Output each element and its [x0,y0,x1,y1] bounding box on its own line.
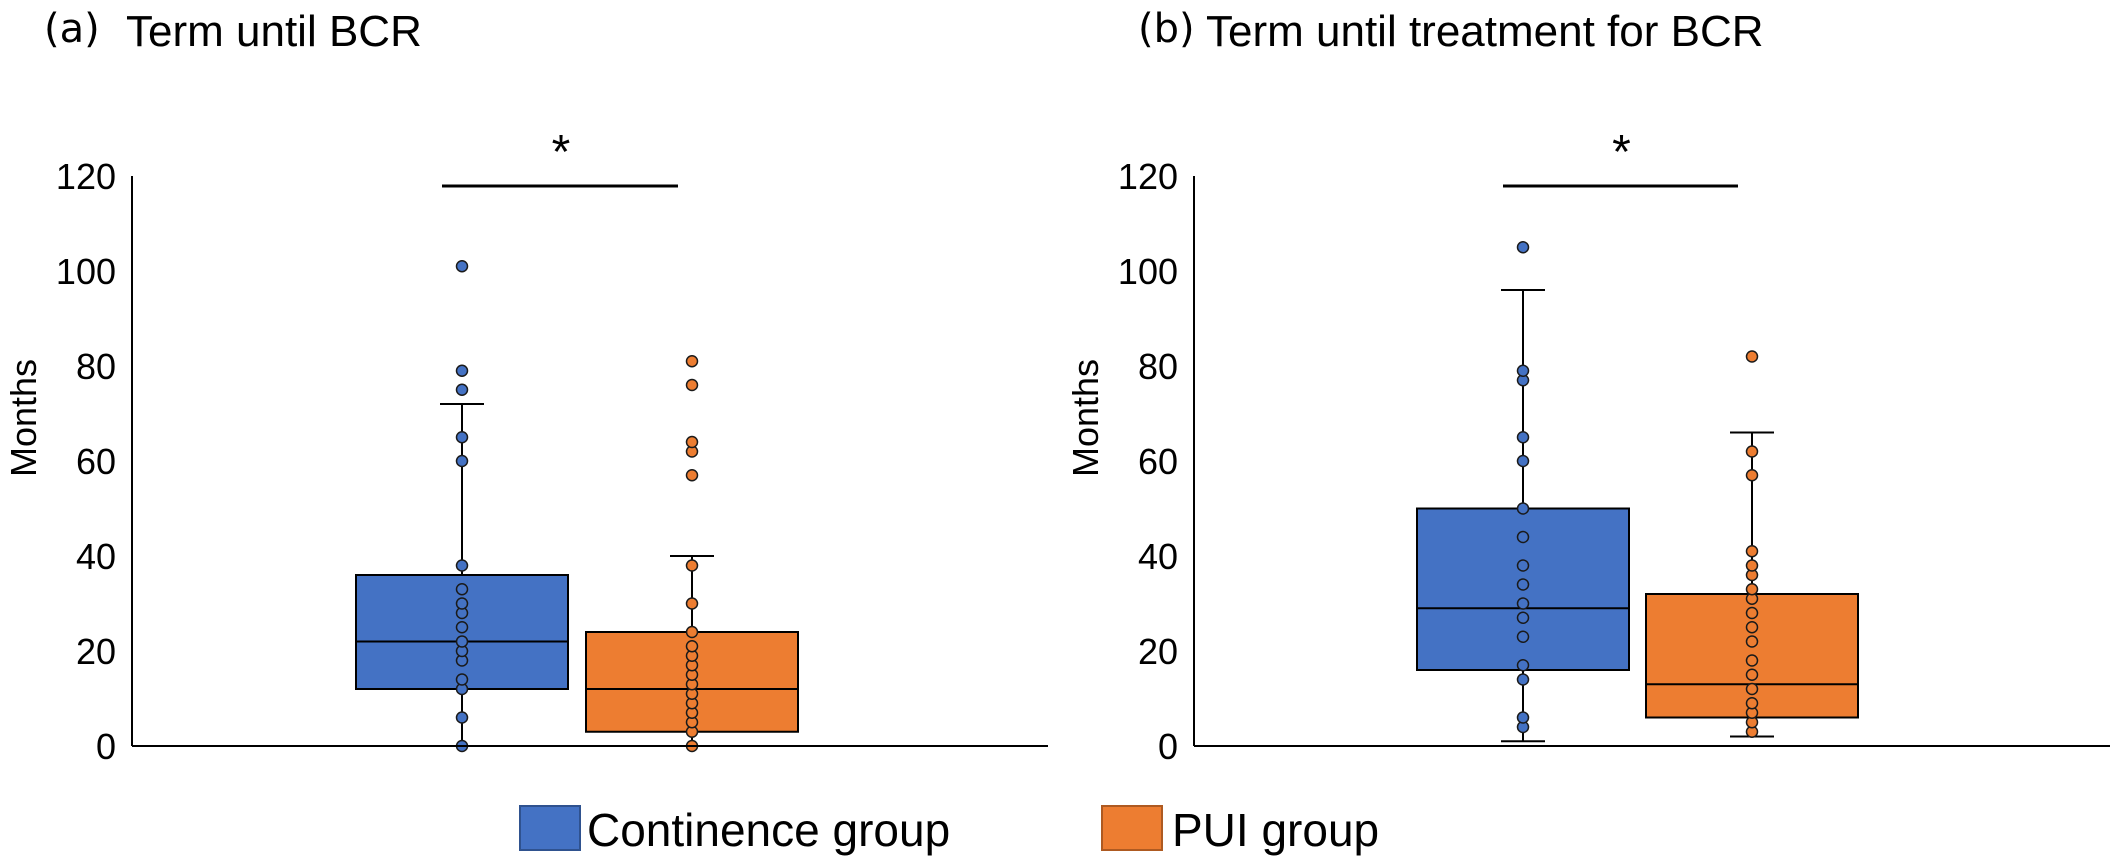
y-tick-label: 0 [96,726,116,767]
panel-a-y-axis-label: Months [3,359,44,477]
data-point [1516,711,1530,724]
data-point [685,378,699,392]
data-point [685,435,699,449]
y-tick-label: 0 [1158,726,1178,767]
data-point [1516,673,1530,686]
y-tick-label: 60 [1138,441,1178,482]
panel-b: (b) Term until treatment for BCR Months … [1065,6,2110,767]
data-point [455,364,469,377]
y-tick-label: 100 [1118,251,1178,292]
y-tick-label: 120 [1118,156,1178,197]
data-point [455,635,469,648]
data-point [685,597,699,610]
data-point [455,621,469,634]
legend-label-pui: PUI group [1172,804,1379,856]
data-point [1516,530,1530,544]
data-point [1745,654,1759,667]
y-tick-label: 20 [1138,631,1178,672]
panel-b-title: Term until treatment for BCR [1206,7,1764,56]
legend: Continence group PUI group [519,804,1379,856]
panel-b-significance-star: * [1612,126,1631,179]
data-point [1745,682,1759,696]
data-point [1516,597,1530,610]
panel-a-y-ticks: 0 20 40 60 80 100 120 [56,156,116,767]
data-point [1745,621,1759,634]
y-tick-label: 80 [1138,346,1178,387]
y-tick-label: 20 [76,631,116,672]
data-point [1745,583,1759,596]
data-point [1516,659,1530,672]
data-point [1516,502,1530,515]
box-continence [1416,241,1630,743]
data-point [1516,454,1530,468]
legend-label-continence: Continence group [587,804,950,856]
y-tick-label: 40 [1138,536,1178,577]
y-tick-label: 100 [56,251,116,292]
data-point [1516,241,1530,254]
data-point [455,597,469,610]
data-point [455,383,469,396]
data-point [685,469,699,482]
data-point [1745,606,1759,620]
panel-a-letter: (a) [44,6,100,52]
y-tick-label: 60 [76,441,116,482]
panel-b-y-ticks: 0 20 40 60 80 100 120 [1118,156,1178,767]
data-point [685,640,699,653]
data-point [1745,635,1759,648]
data-point [1745,697,1759,710]
box-pui [1645,350,1859,738]
panel-a-significance-star: * [552,126,571,179]
panel-a-title: Term until BCR [126,7,422,56]
data-point [1516,559,1530,572]
data-point [455,673,469,686]
data-point [455,583,469,596]
data-point [1745,350,1759,363]
data-point [685,559,699,572]
data-point [1745,445,1759,458]
data-point [1516,611,1530,624]
data-point [1516,364,1530,377]
panel-a-boxes [355,260,799,753]
data-point [1745,469,1759,482]
data-point [455,559,469,572]
legend-swatch-continence [519,805,581,851]
data-point [685,625,699,639]
box-continence [355,260,569,753]
data-point [1516,630,1530,643]
box-pui [585,355,799,753]
data-point [1516,431,1530,444]
data-point [685,355,699,368]
panel-a: (a) Term until BCR Months 0 20 40 60 80 100 12… [3,6,1048,767]
data-point [1745,668,1759,681]
legend-swatch-pui [1101,805,1163,851]
data-point [1745,559,1759,572]
data-point [1745,545,1759,558]
y-tick-label: 80 [76,346,116,387]
data-point [455,711,469,724]
y-tick-label: 40 [76,536,116,577]
data-point [1516,578,1530,591]
data-point [455,260,469,273]
panel-b-boxes [1416,241,1859,743]
panel-b-y-axis-label: Months [1065,359,1106,477]
panel-b-letter: (b) [1138,6,1195,52]
data-point [455,431,469,444]
y-tick-label: 120 [56,156,116,197]
data-point [455,454,469,468]
